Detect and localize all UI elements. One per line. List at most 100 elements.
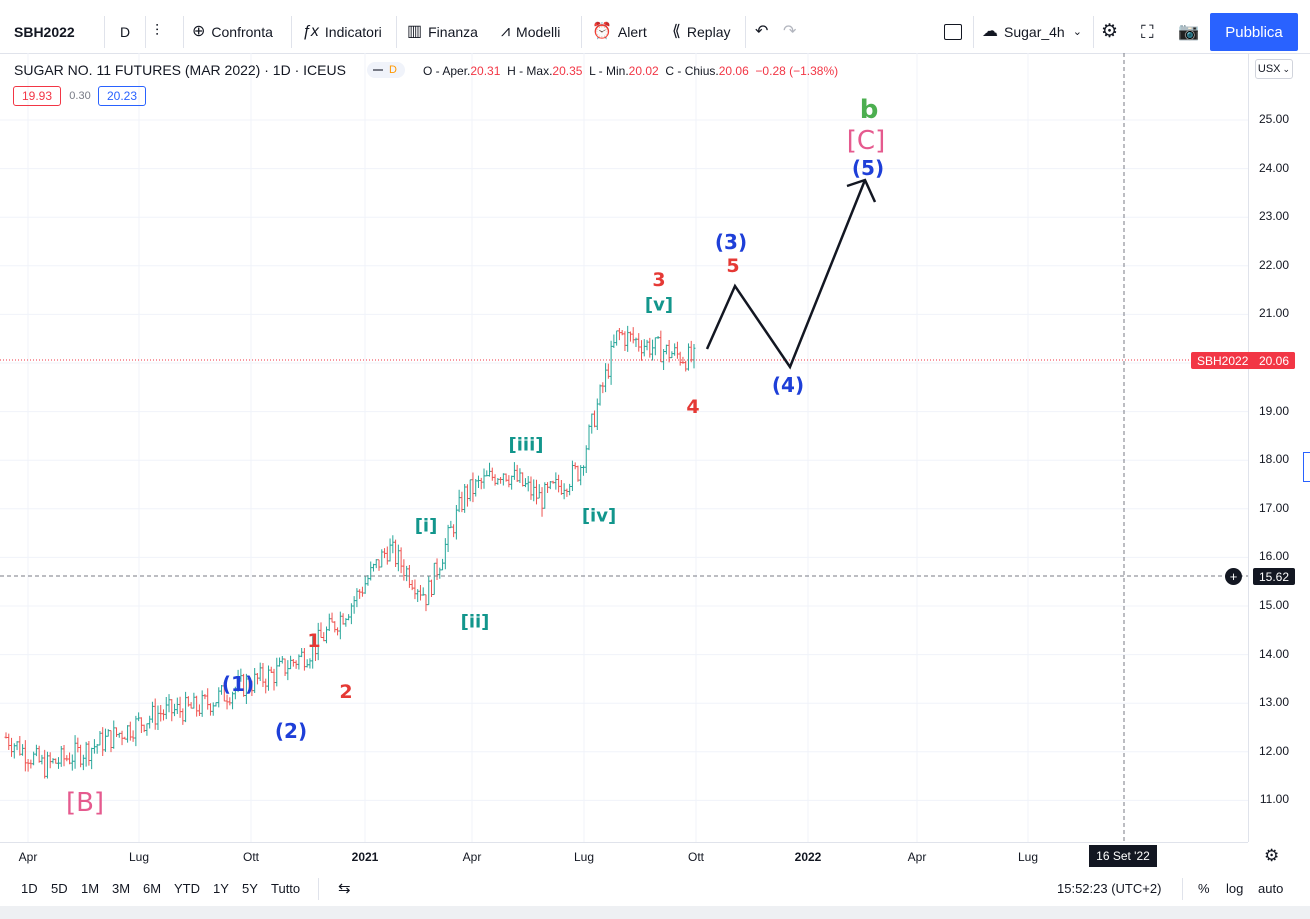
ohlc-bar [656,336,660,339]
ohlc-bar [217,687,221,708]
ohlc-bar [250,680,254,696]
symbol-search-button[interactable]: SBH2022 [14,12,75,52]
ohlc-bar [336,627,340,636]
ohlc-bar [430,579,434,598]
chart-pane[interactable] [0,53,1248,842]
axis-settings-icon[interactable]: ⚙ [1264,846,1280,865]
redo-button[interactable]: ↷ [783,12,802,52]
ohlc-bar [686,343,690,371]
ohlc-bar [573,462,577,470]
ohlc-bar [148,715,152,729]
spread-label: 0.30 [69,90,91,102]
range-5d[interactable]: 5D [51,881,68,896]
interval-button[interactable]: D [120,12,130,52]
wave-label-C: [C] [846,126,886,156]
fullscreen-icon: ⛶ [1141,22,1154,42]
undo-button[interactable]: ↶ [755,12,774,52]
time-tick: Apr [462,850,482,864]
date-range-icon[interactable]: ⇆ [338,880,351,897]
clock[interactable]: 15:52:23 (UTC+2) [1057,881,1162,896]
settings-button[interactable]: ⚙ [1101,12,1124,52]
compare-button[interactable]: ⊕ Confronta [192,12,273,52]
indicators-button[interactable]: ƒx Indicatori [302,12,382,52]
ohlc-bar [65,755,69,762]
range-1d[interactable]: 1D [21,881,38,896]
auto-toggle[interactable]: auto [1258,881,1284,896]
ohlc-bar [159,704,163,722]
range-3m[interactable]: 3M [112,881,131,896]
wave-label-3-red: 3 [652,269,666,291]
time-tick: 2022 [794,850,822,864]
financials-button[interactable]: ▥ Finanza [407,12,478,52]
ohlc-bar [535,479,539,505]
ohlc-bar [363,576,367,594]
ohlc-bar [278,657,282,667]
range-all[interactable]: Tutto [271,881,301,896]
ohlc-bar [562,483,566,500]
percent-toggle[interactable]: % [1198,881,1210,896]
ohlc-bar [601,382,605,394]
ohlc-bar [73,735,77,769]
range-1m[interactable]: 1M [81,881,100,896]
ohlc-bar [98,730,102,746]
replay-label: Replay [686,24,731,40]
ohlc-bar [540,487,544,517]
ohlc-bar [220,685,224,695]
right-panel-toggle[interactable] [1303,452,1310,482]
ohlc-bar [15,741,19,751]
ohlc-bar [84,741,88,767]
bid-price[interactable]: 19.93 [13,86,61,106]
open-label: O - Aper. [423,64,471,78]
price-tick: 17.00 [1258,500,1289,515]
ohlc-bar [128,721,132,741]
ohlc-bar [150,701,154,723]
layout-name-button[interactable]: ☁ Sugar_4h ⌄ [982,12,1088,52]
range-ytd[interactable]: YTD [174,881,200,896]
ohlc-bar [341,613,345,625]
ohlc-bar [457,489,461,513]
ohlc-bar [291,659,295,667]
fullscreen-button[interactable]: ⛶ [1141,12,1160,52]
ohlc-bar [68,752,72,765]
ohlc-bar [338,611,342,640]
ohlc-bar [178,696,182,718]
replay-button[interactable]: ⟪ Replay [672,12,731,52]
ohlc-bar [446,524,450,553]
snapshot-button[interactable]: 📷 [1178,12,1205,52]
time-axis[interactable]: Apr Lug Ott 2021 Apr Lug Ott 2022 Apr Lu… [0,842,1279,869]
camera-icon: 📷 [1178,22,1200,41]
interval-badge[interactable]: D [367,62,405,78]
price-tick: 16.00 [1258,549,1289,564]
ohlc-bar [197,704,201,717]
log-toggle[interactable]: log [1226,881,1244,896]
chart-type-button[interactable]: ⫶ [155,12,165,52]
bottom-toolbar: 1D 5D 1M 3M 6M YTD 1Y 5Y Tutto ⇆ 15:52:2… [0,872,1310,906]
ohlc-bar [305,659,309,668]
price-scale[interactable]: 25.0024.0023.0022.0021.0020.0019.0018.00… [1191,53,1310,842]
wave-label-iii: [iii] [508,434,544,456]
add-alert-icon[interactable]: + [1225,568,1242,585]
bar-chart-icon: ▥ [407,23,423,40]
ohlc-bar [214,702,218,707]
currency-selector[interactable]: USX ⌄ [1255,59,1293,79]
projection-arrowhead [846,178,877,203]
ohlc-bar [490,467,494,481]
ohlc-bar [54,758,58,764]
spread-value: 0.30 [66,86,94,106]
layout-button[interactable] [944,12,962,52]
ohlc-bar [617,327,621,341]
ohlc-bar [192,692,196,709]
alert-button[interactable]: ⏰ Alert [592,12,647,52]
range-1y[interactable]: 1Y [213,881,229,896]
ask-price[interactable]: 20.23 [98,86,146,106]
ohlc-bar [493,474,497,486]
range-6m[interactable]: 6M [143,881,162,896]
ohlc-bar [283,658,287,677]
price-chart[interactable] [0,53,1248,842]
templates-button[interactable]: ⩘ Modelli [501,12,560,52]
time-tick: Lug [573,850,595,864]
publish-button[interactable]: Pubblica [1210,13,1298,51]
series-legend[interactable]: SUGAR NO. 11 FUTURES (MAR 2022) · 1D · I… [14,62,346,78]
range-5y[interactable]: 5Y [242,881,258,896]
ohlc-bar [195,695,199,717]
